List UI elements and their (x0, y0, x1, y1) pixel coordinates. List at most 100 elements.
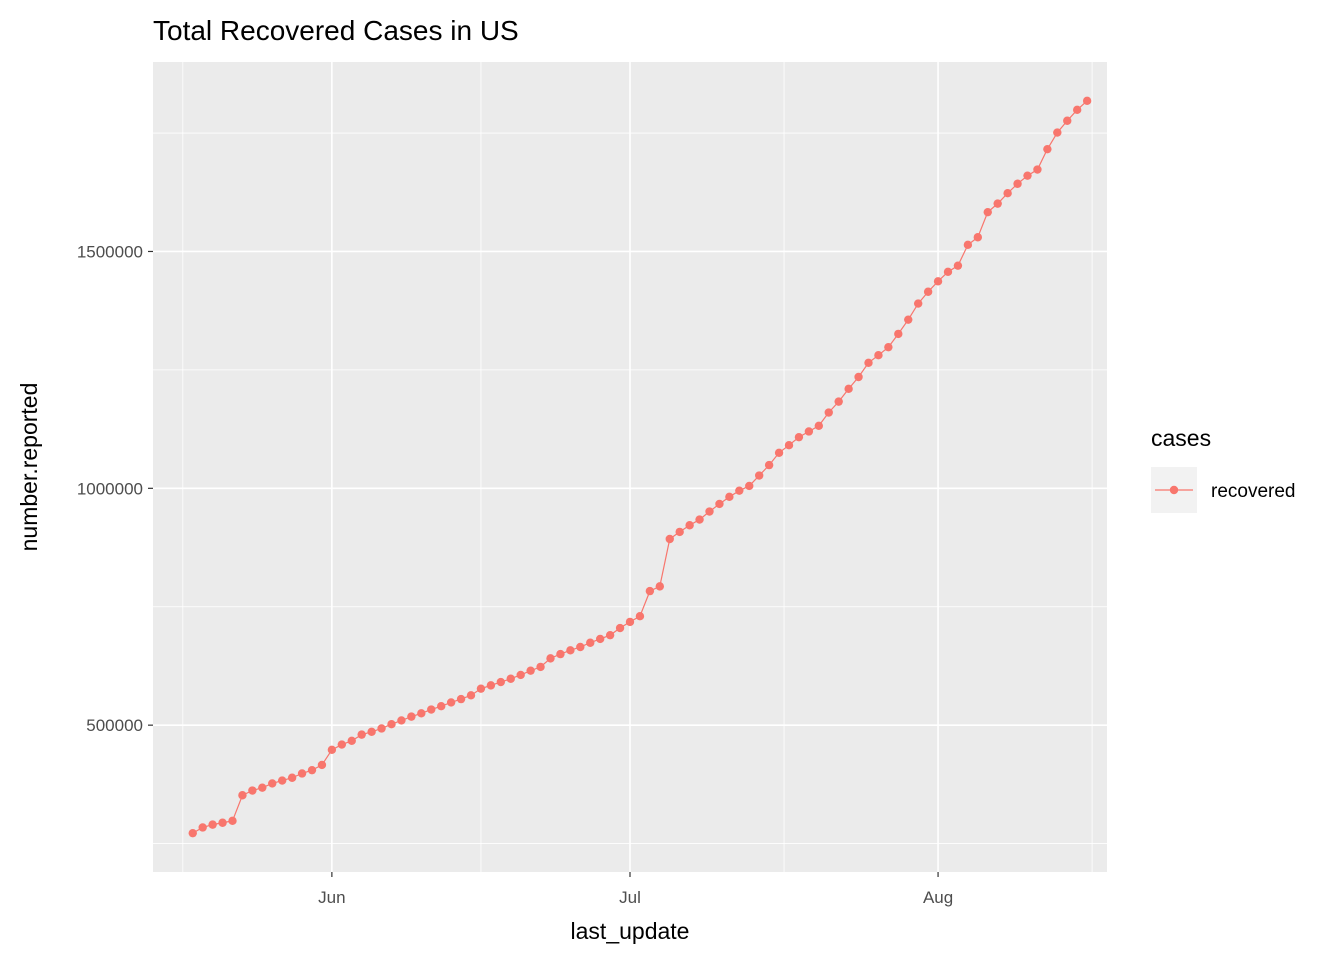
data-point (1003, 189, 1012, 198)
data-point (407, 712, 416, 721)
data-point (904, 315, 913, 324)
data-point (824, 408, 833, 417)
x-tick-label: Jun (318, 888, 345, 907)
chart-title: Total Recovered Cases in US (153, 15, 519, 46)
x-tick-label: Aug (923, 888, 953, 907)
data-point (248, 786, 257, 795)
minor-gridlines-x (182, 62, 1093, 872)
data-point (854, 372, 863, 382)
data-point (844, 384, 853, 394)
data-point (973, 233, 983, 242)
data-point (764, 460, 774, 470)
y-tick-label: 500000 (86, 716, 143, 735)
data-point (665, 534, 674, 544)
data-point (496, 677, 506, 687)
data-point (208, 820, 217, 829)
data-point (188, 828, 197, 838)
data-point (576, 642, 585, 652)
data-point (635, 612, 645, 621)
data-point (307, 765, 317, 775)
data-point (645, 586, 655, 596)
data-point (784, 441, 794, 450)
data-point (566, 646, 575, 655)
legend-key-point (1169, 485, 1179, 495)
data-point (655, 582, 665, 591)
data-point (297, 769, 307, 778)
data-point (1082, 96, 1092, 106)
data-point (516, 670, 525, 680)
data-point (466, 691, 476, 700)
data-point (1072, 105, 1082, 115)
major-gridlines-x (331, 62, 939, 872)
data-point (397, 716, 406, 725)
data-point (347, 736, 356, 745)
data-point (287, 773, 297, 782)
data-point (794, 432, 804, 442)
data-point (605, 630, 615, 640)
data-point (1043, 144, 1052, 154)
data-point (923, 287, 933, 296)
data-point (377, 724, 386, 733)
data-point (1033, 165, 1042, 174)
data-point (417, 709, 426, 718)
data-point (834, 397, 843, 406)
data-point (595, 634, 605, 644)
data-point (953, 261, 963, 270)
data-point (874, 351, 883, 360)
major-gridlines-y (153, 250, 1107, 726)
data-point (715, 499, 724, 509)
data-point (337, 740, 347, 749)
x-axis: Jun Jul Aug (318, 872, 953, 907)
data-point (804, 427, 814, 436)
data-point (615, 623, 625, 633)
data-point (685, 521, 694, 530)
data-point (277, 776, 287, 785)
data-point (228, 816, 237, 826)
data-point (317, 760, 327, 770)
data-point (536, 662, 545, 672)
data-point (238, 791, 247, 800)
legend-title: cases (1151, 425, 1211, 451)
data-point (526, 666, 535, 675)
data-point (476, 684, 486, 693)
data-point (725, 492, 734, 502)
data-point (963, 240, 973, 250)
series-layer (188, 96, 1092, 838)
data-point (983, 207, 992, 217)
y-tick-label: 1500000 (77, 242, 143, 261)
data-point (506, 674, 515, 683)
x-tick-label: Jul (619, 888, 641, 907)
data-point (1063, 116, 1072, 125)
data-point (556, 649, 565, 659)
data-point (1023, 171, 1032, 180)
data-point (198, 823, 207, 832)
legend-label-recovered: recovered (1211, 481, 1296, 502)
data-point (993, 199, 1002, 208)
data-point (446, 698, 456, 707)
data-point (456, 694, 466, 704)
data-point (774, 448, 784, 457)
data-point (268, 779, 277, 788)
data-point (625, 617, 635, 627)
data-point (705, 507, 714, 516)
data-point (894, 329, 903, 339)
data-point (675, 527, 684, 537)
data-point (486, 681, 496, 690)
data-point (586, 638, 595, 647)
y-tick-label: 1000000 (77, 479, 143, 498)
data-point (735, 486, 744, 495)
data-point (258, 783, 267, 792)
data-point (864, 358, 873, 367)
data-point (436, 702, 446, 711)
data-point (1013, 179, 1022, 188)
data-point (884, 342, 893, 352)
data-point (933, 277, 943, 286)
data-point (367, 727, 376, 736)
data-point (427, 705, 436, 714)
data-point (745, 481, 754, 491)
data-point (218, 818, 227, 827)
legend: cases recovered (1151, 425, 1296, 513)
data-point (387, 720, 396, 729)
data-point (1053, 128, 1062, 137)
